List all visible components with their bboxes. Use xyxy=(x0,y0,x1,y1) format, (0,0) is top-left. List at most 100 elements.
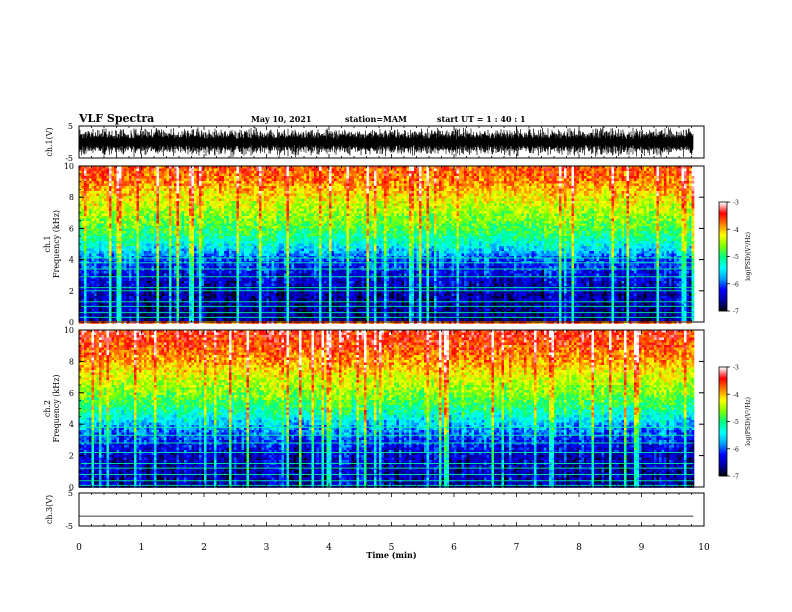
ch1-spectrogram-cell xyxy=(167,204,170,207)
ch1-spectrogram-cell xyxy=(197,211,200,214)
ch1-spectrogram-cell xyxy=(629,174,632,177)
ch1-spectrogram-cell xyxy=(434,169,437,172)
ch1-spectrogram-cell xyxy=(334,189,337,192)
ch1-spectrogram-cell xyxy=(612,184,615,187)
ch1-spectrogram-cell xyxy=(154,169,157,172)
ch1-spectrogram-cell xyxy=(147,191,150,194)
ch1-spectrogram-cell xyxy=(507,169,510,172)
ch1-spectrogram-cell xyxy=(647,176,650,179)
ch1-spectrogram-cell xyxy=(377,196,380,199)
ch1-spectrogram-cell xyxy=(647,191,650,194)
ch1-spectrogram-cell xyxy=(259,194,262,197)
ch1-spectrogram-cell xyxy=(89,214,92,217)
ch1-spectrogram-cell xyxy=(519,211,522,214)
ch1-spectrogram-cell xyxy=(224,179,227,182)
ch1-spectrogram-cell xyxy=(504,171,507,174)
ch1-spectrogram-cell xyxy=(627,196,630,199)
ch1-spectrogram-cell xyxy=(552,211,555,214)
ch1-spectrogram-cell xyxy=(337,181,340,184)
ch1-spectrogram-cell xyxy=(539,181,542,184)
ch1-spectrogram-cell xyxy=(627,179,630,182)
ch1-spectrogram-cell xyxy=(462,204,465,207)
ch1-spectrogram-cell xyxy=(379,214,382,217)
ch1-spectrogram-cell xyxy=(279,176,282,179)
ch1-spectrogram-cell xyxy=(269,204,272,207)
ch1-spectrogram-cell xyxy=(422,194,425,197)
ch1-spectrogram-cell xyxy=(632,176,635,179)
ch1-spectrogram-cell xyxy=(259,206,262,209)
ch1-spectrogram-cell xyxy=(249,181,252,184)
ch1-spectrogram-cell xyxy=(392,181,395,184)
ch1-spectrogram-cell xyxy=(222,209,225,212)
ch1-spectrogram-cell xyxy=(612,169,615,172)
ch1-spectrogram-cell xyxy=(494,186,497,189)
ch1-spectrogram-cell xyxy=(527,214,530,217)
ch1-spectrogram-cell xyxy=(457,211,460,214)
ch1-spectrogram-cell xyxy=(679,199,682,202)
ch1-spectrogram-cell xyxy=(212,201,215,204)
ch1-spectrogram-cell xyxy=(277,174,280,177)
ch1-spectrogram-cell xyxy=(437,169,440,172)
ch1-spectrogram-cell xyxy=(529,176,532,179)
ch1-spectrogram-cell xyxy=(94,179,97,182)
ch1-spectrogram-cell xyxy=(372,191,375,194)
ch1-spectrogram-cell xyxy=(469,179,472,182)
ch1-spectrogram-cell xyxy=(619,176,622,179)
ch1-spectrogram-cell xyxy=(349,181,352,184)
ch1-spectrogram-cell xyxy=(662,204,665,207)
ch1-spectrogram-cell xyxy=(312,194,315,197)
ch1-spectrogram-cell xyxy=(187,179,190,182)
ch1-spectrogram-cell xyxy=(357,181,360,184)
ch1-spectrogram-cell xyxy=(414,201,417,204)
ch1-spectrogram-cell xyxy=(164,204,167,207)
ch1-spectrogram-cell xyxy=(127,214,130,217)
ch1-spectrogram-cell xyxy=(114,209,117,212)
ch1-spectrogram-cell xyxy=(474,199,477,202)
ch1-spectrogram-cell xyxy=(617,186,620,189)
ch1-spectrogram-cell xyxy=(94,189,97,192)
ch1-trace xyxy=(79,127,693,157)
ch1-spectrogram-cell xyxy=(282,174,285,177)
ch1-spectrogram-cell xyxy=(172,209,175,212)
ch1-spectrogram-cell xyxy=(577,191,580,194)
ch1-spectrogram-cell xyxy=(167,196,170,199)
ch1-spectrogram-cell xyxy=(259,169,262,172)
ch1-spectrogram-cell xyxy=(254,214,257,217)
ch1-spectrogram-cell xyxy=(494,171,497,174)
ch1-spectrogram-cell xyxy=(659,189,662,192)
ch1-spectrogram-cell xyxy=(384,194,387,197)
ch1-spectrogram-cell xyxy=(409,201,412,204)
ch1-spectrogram-cell xyxy=(287,209,290,212)
ch1-spectrogram-cell xyxy=(209,189,212,192)
ch1-spectrogram-cell xyxy=(264,204,267,207)
ch1-spectrogram-cell xyxy=(549,199,552,202)
ch1-spectrogram-cell xyxy=(294,181,297,184)
ch1-spectrogram-cell xyxy=(187,209,190,212)
ch1-spectrogram-cell xyxy=(582,206,585,209)
ch1-spectrogram-cell xyxy=(204,181,207,184)
ch1-spectrogram-cell xyxy=(139,181,142,184)
ch1-spectrogram-cell xyxy=(439,206,442,209)
ch1-spectrogram-cell xyxy=(504,179,507,182)
ch1-spectrogram-cell xyxy=(119,201,122,204)
ch1-spectrogram-cell xyxy=(609,184,612,187)
ch1-spectrogram-cell xyxy=(607,209,610,212)
ch1-spectrogram-cell xyxy=(184,214,187,217)
ch1-spectrogram-cell xyxy=(474,186,477,189)
ch1-spectrogram-cell xyxy=(309,194,312,197)
ch1-spectrogram-cell xyxy=(387,171,390,174)
ch1-spectrogram-cell xyxy=(494,199,497,202)
ch1-spectrogram-cell xyxy=(132,204,135,207)
ch1-spectrogram-cell xyxy=(419,184,422,187)
ch1-spectrogram-cell xyxy=(359,186,362,189)
ch1-spectrogram-cell xyxy=(554,194,557,197)
ch1-spectrogram-cell xyxy=(212,194,215,197)
ch1-spectrogram-cell xyxy=(314,204,317,207)
ch1-spectrogram-cell xyxy=(237,204,240,207)
ch1-spectrogram-cell xyxy=(654,204,657,207)
ch1-spectrogram-cell xyxy=(272,171,275,174)
ch1-spectrogram-cell xyxy=(169,181,172,184)
ch1-spectrogram-cell xyxy=(284,194,287,197)
ch1-spectrogram-cell xyxy=(392,171,395,174)
ch1-spectrogram-cell xyxy=(667,204,670,207)
